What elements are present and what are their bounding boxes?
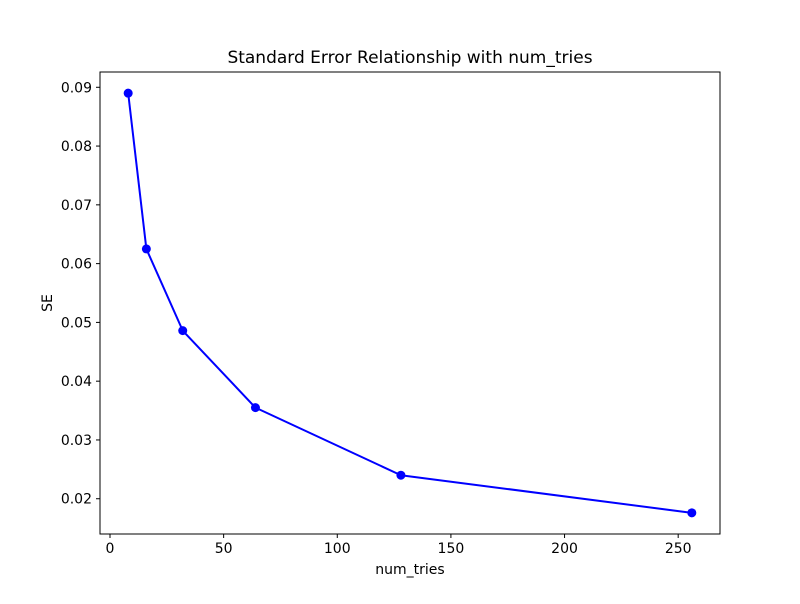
data-point [250,403,260,413]
y-tick-label: 0.03 [61,433,92,449]
x-axis-label: num_tries [375,562,444,578]
y-tick-label: 0.02 [61,492,92,508]
x-tick-label: 250 [665,541,692,557]
y-tick-label: 0.04 [61,374,92,390]
plot-area [99,71,721,535]
y-tick-label: 0.05 [61,315,92,331]
y-ticks: 0.02 0.03 0.04 0.05 0.06 0.07 0.08 0.09 [61,80,100,508]
series-line [127,92,693,514]
y-tick-label: 0.09 [61,80,92,96]
x-tick-label: 150 [438,541,465,557]
y-axis-label: SE [40,294,56,312]
data-point [123,88,133,98]
x-tick-label: 0 [106,541,115,557]
data-point [178,326,188,336]
y-tick-label: 0.06 [61,257,92,273]
data-point [396,470,406,480]
y-tick-label: 0.08 [61,139,92,155]
data-point [141,244,151,254]
x-tick-label: 50 [215,541,233,557]
x-tick-label: 100 [324,541,351,557]
x-ticks: 0 50 100 150 200 250 [106,534,692,557]
y-tick-label: 0.07 [61,198,92,214]
chart-title: Standard Error Relationship with num_tri… [227,48,592,68]
series-group [123,88,697,518]
x-tick-label: 200 [551,541,578,557]
data-point [687,508,697,518]
